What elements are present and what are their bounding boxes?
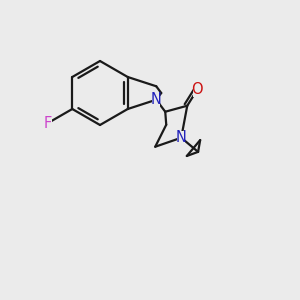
Text: F: F xyxy=(44,116,52,130)
FancyBboxPatch shape xyxy=(177,131,185,145)
FancyBboxPatch shape xyxy=(152,93,160,107)
Text: N: N xyxy=(176,130,187,145)
Text: O: O xyxy=(191,82,203,97)
Text: N: N xyxy=(151,92,162,107)
FancyBboxPatch shape xyxy=(44,116,52,130)
FancyBboxPatch shape xyxy=(193,83,202,97)
